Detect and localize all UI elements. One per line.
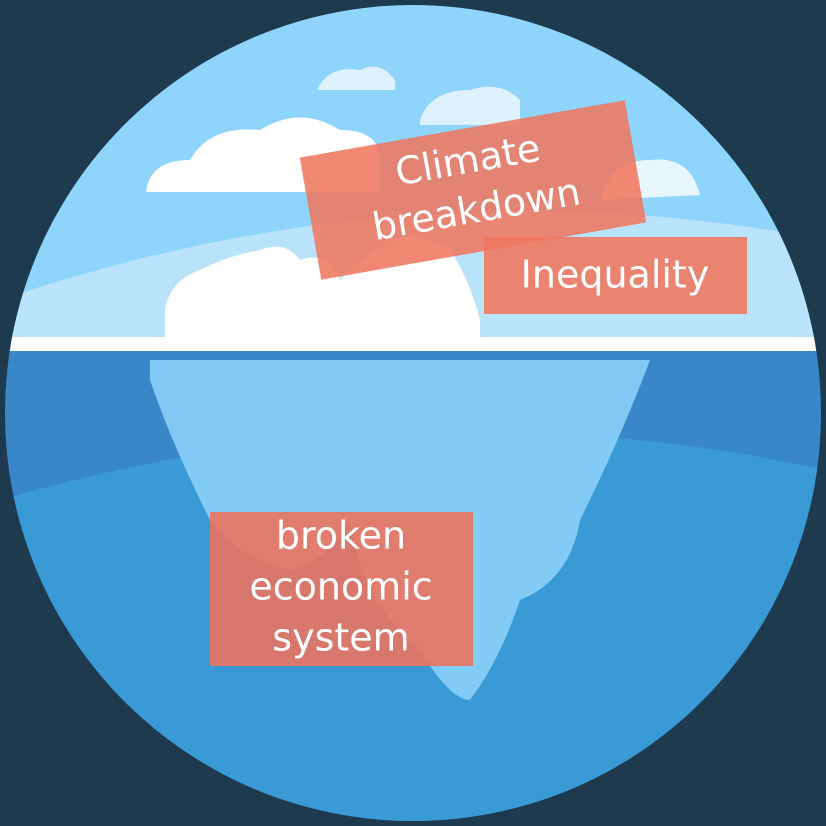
- page: Climate breakdown Inequality broken econ…: [0, 0, 826, 826]
- waterline: [0, 337, 826, 351]
- iceberg-illustration: Climate breakdown Inequality broken econ…: [0, 0, 826, 826]
- label-line: broken: [276, 514, 406, 558]
- label-line: system: [272, 616, 409, 660]
- label-box: Inequality: [484, 237, 747, 314]
- label-line: economic: [249, 565, 432, 609]
- label-line: Inequality: [521, 253, 710, 297]
- label-box: broken economic system: [210, 512, 473, 666]
